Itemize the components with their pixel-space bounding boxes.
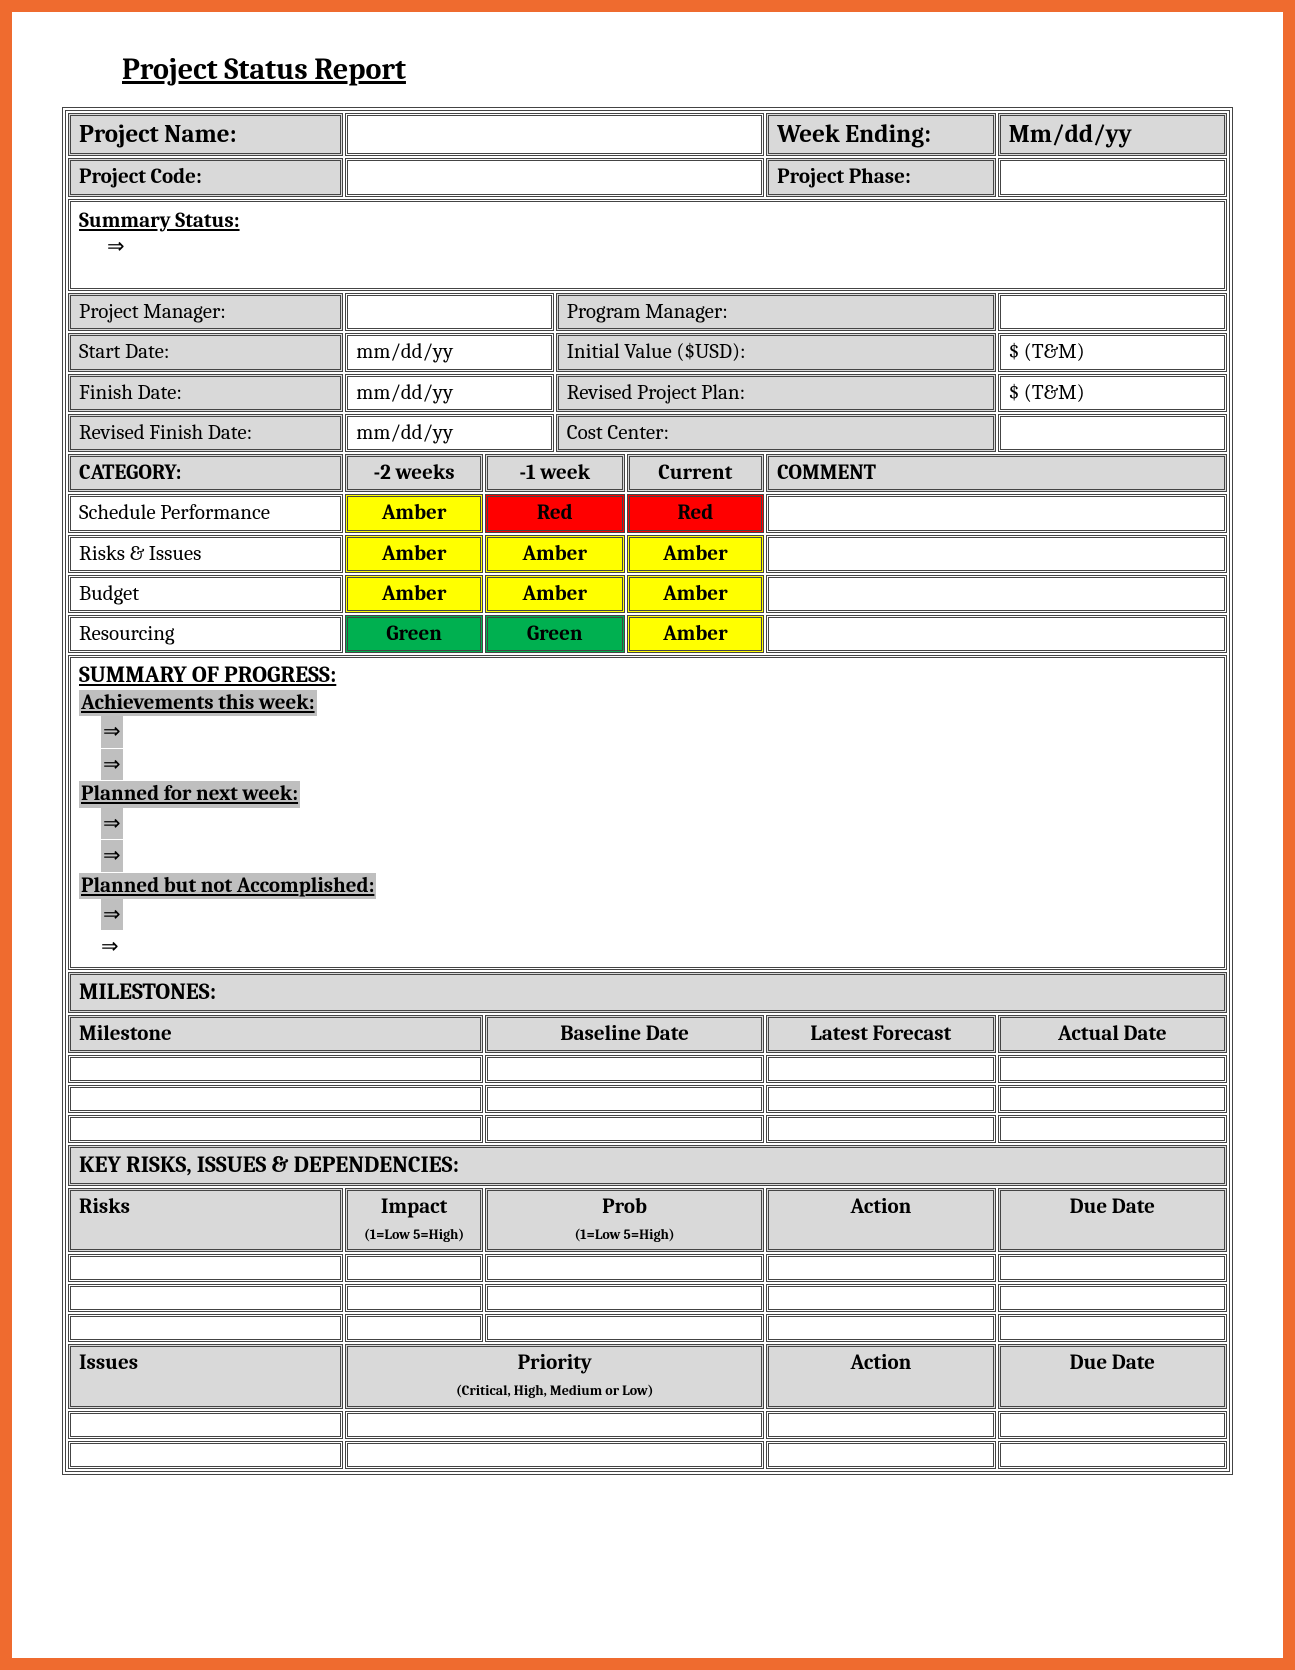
category-row: Resourcing Green Green Amber xyxy=(68,615,1227,653)
cat-header-minus1: -1 week xyxy=(485,454,625,492)
ms-head-actual: Actual Date xyxy=(998,1015,1227,1053)
risks-head-impact: Impact (1=Low 5=High) xyxy=(345,1188,483,1253)
priority-label: Priority xyxy=(518,1351,592,1375)
arrow-icon: ⇒ xyxy=(107,235,125,258)
start-date-label: Start Date: xyxy=(68,333,343,371)
finish-date-value[interactable]: mm/dd/yy xyxy=(345,374,553,412)
revised-finish-value[interactable]: mm/dd/yy xyxy=(345,414,553,452)
cat-header-category: CATEGORY: xyxy=(68,454,343,492)
issues-head-issues: Issues xyxy=(68,1344,343,1409)
risk-row xyxy=(68,1254,1227,1282)
milestones-title: MILESTONES: xyxy=(68,972,1227,1013)
arrow-icon: ⇒ xyxy=(101,840,123,872)
cat-cell-comment[interactable] xyxy=(766,494,1227,532)
arrow-icon: ⇒ xyxy=(101,935,119,958)
cat-row-name: Resourcing xyxy=(68,615,343,653)
risks-head-risks: Risks xyxy=(68,1188,343,1253)
ms-head-baseline: Baseline Date xyxy=(485,1015,764,1053)
revised-plan-value[interactable]: $ (T&M) xyxy=(998,374,1227,412)
category-row: Budget Amber Amber Amber xyxy=(68,575,1227,613)
cat-header-minus2: -2 weeks xyxy=(345,454,483,492)
project-code-label: Project Code: xyxy=(68,158,343,196)
cat-row-name: Risks & Issues xyxy=(68,535,343,573)
pm-label: Project Manager: xyxy=(68,293,343,331)
progress-title: SUMMARY OF PROGRESS: xyxy=(79,661,1216,690)
not-accomplished-label: Planned but not Accomplished: xyxy=(79,873,376,899)
cat-cell-minus2: Amber xyxy=(345,535,483,573)
prob-label: Prob xyxy=(602,1195,647,1219)
arrow-icon: ⇒ xyxy=(101,749,123,781)
summary-status-cell: Summary Status: ⇒ xyxy=(68,199,1227,292)
project-phase-value[interactable] xyxy=(998,158,1227,196)
category-row: Risks & Issues Amber Amber Amber xyxy=(68,535,1227,573)
risk-row xyxy=(68,1284,1227,1312)
cat-cell-minus2: Amber xyxy=(345,575,483,613)
cost-center-value[interactable] xyxy=(998,414,1227,452)
cat-cell-minus1: Amber xyxy=(485,575,625,613)
cat-cell-comment[interactable] xyxy=(766,575,1227,613)
achievements-label: Achievements this week: xyxy=(79,690,317,716)
risks-head-due: Due Date xyxy=(998,1188,1227,1253)
milestone-row xyxy=(68,1055,1227,1083)
planned-next-label: Planned for next week: xyxy=(79,781,300,807)
cat-cell-comment[interactable] xyxy=(766,535,1227,573)
cat-cell-minus1: Red xyxy=(485,494,625,532)
issue-row xyxy=(68,1441,1227,1469)
cat-cell-minus1: Amber xyxy=(485,535,625,573)
initial-value-value[interactable]: $ (T&M) xyxy=(998,333,1227,371)
summary-progress-cell: SUMMARY OF PROGRESS: Achievements this w… xyxy=(68,655,1227,970)
revised-finish-label: Revised Finish Date: xyxy=(68,414,343,452)
impact-sub: (1=Low 5=High) xyxy=(364,1226,464,1243)
pm-value[interactable] xyxy=(345,293,553,331)
cat-cell-minus2: Amber xyxy=(345,494,483,532)
cat-row-name: Schedule Performance xyxy=(68,494,343,532)
project-phase-label: Project Phase: xyxy=(766,158,995,196)
priority-sub: (Critical, High, Medium or Low) xyxy=(456,1382,654,1399)
issues-head-priority: Priority (Critical, High, Medium or Low) xyxy=(345,1344,764,1409)
risks-head-prob: Prob (1=Low 5=High) xyxy=(485,1188,764,1253)
arrow-icon: ⇒ xyxy=(101,899,123,931)
cat-cell-comment[interactable] xyxy=(766,615,1227,653)
revised-plan-label: Revised Project Plan: xyxy=(556,374,996,412)
page-frame: Project Status Report Project Name: Week… xyxy=(0,0,1295,1670)
cat-cell-current: Amber xyxy=(627,535,765,573)
page-title: Project Status Report xyxy=(122,52,1233,87)
pgm-label: Program Manager: xyxy=(556,293,996,331)
cat-row-name: Budget xyxy=(68,575,343,613)
cat-cell-minus1: Green xyxy=(485,615,625,653)
initial-value-label: Initial Value ($USD): xyxy=(556,333,996,371)
arrow-icon: ⇒ xyxy=(101,808,123,840)
report-table: Project Name: Week Ending: Mm/dd/yy Proj… xyxy=(62,107,1233,1475)
category-row: Schedule Performance Amber Red Red xyxy=(68,494,1227,532)
cost-center-label: Cost Center: xyxy=(556,414,996,452)
start-date-value[interactable]: mm/dd/yy xyxy=(345,333,553,371)
risk-row xyxy=(68,1314,1227,1342)
issues-head-due: Due Date xyxy=(998,1344,1227,1409)
pgm-value[interactable] xyxy=(998,293,1227,331)
cat-cell-current: Amber xyxy=(627,615,765,653)
arrow-icon: ⇒ xyxy=(101,716,123,748)
week-ending-label: Week Ending: xyxy=(766,113,995,156)
impact-label: Impact xyxy=(381,1195,447,1219)
cat-cell-minus2: Green xyxy=(345,615,483,653)
project-name-value[interactable] xyxy=(345,113,764,156)
summary-status-label: Summary Status: xyxy=(79,209,240,233)
ms-head-milestone: Milestone xyxy=(68,1015,483,1053)
risks-head-action: Action xyxy=(766,1188,995,1253)
milestone-row xyxy=(68,1115,1227,1143)
cat-header-current: Current xyxy=(627,454,765,492)
milestone-row xyxy=(68,1085,1227,1113)
prob-sub: (1=Low 5=High) xyxy=(574,1226,674,1243)
ms-head-forecast: Latest Forecast xyxy=(766,1015,995,1053)
project-code-value[interactable] xyxy=(345,158,764,196)
cat-header-comment: COMMENT xyxy=(766,454,1227,492)
finish-date-label: Finish Date: xyxy=(68,374,343,412)
risks-title: KEY RISKS, ISSUES & DEPENDENCIES: xyxy=(68,1145,1227,1186)
cat-cell-current: Amber xyxy=(627,575,765,613)
issue-row xyxy=(68,1411,1227,1439)
cat-cell-current: Red xyxy=(627,494,765,532)
week-ending-value[interactable]: Mm/dd/yy xyxy=(998,113,1227,156)
issues-head-action: Action xyxy=(766,1344,995,1409)
project-name-label: Project Name: xyxy=(68,113,343,156)
